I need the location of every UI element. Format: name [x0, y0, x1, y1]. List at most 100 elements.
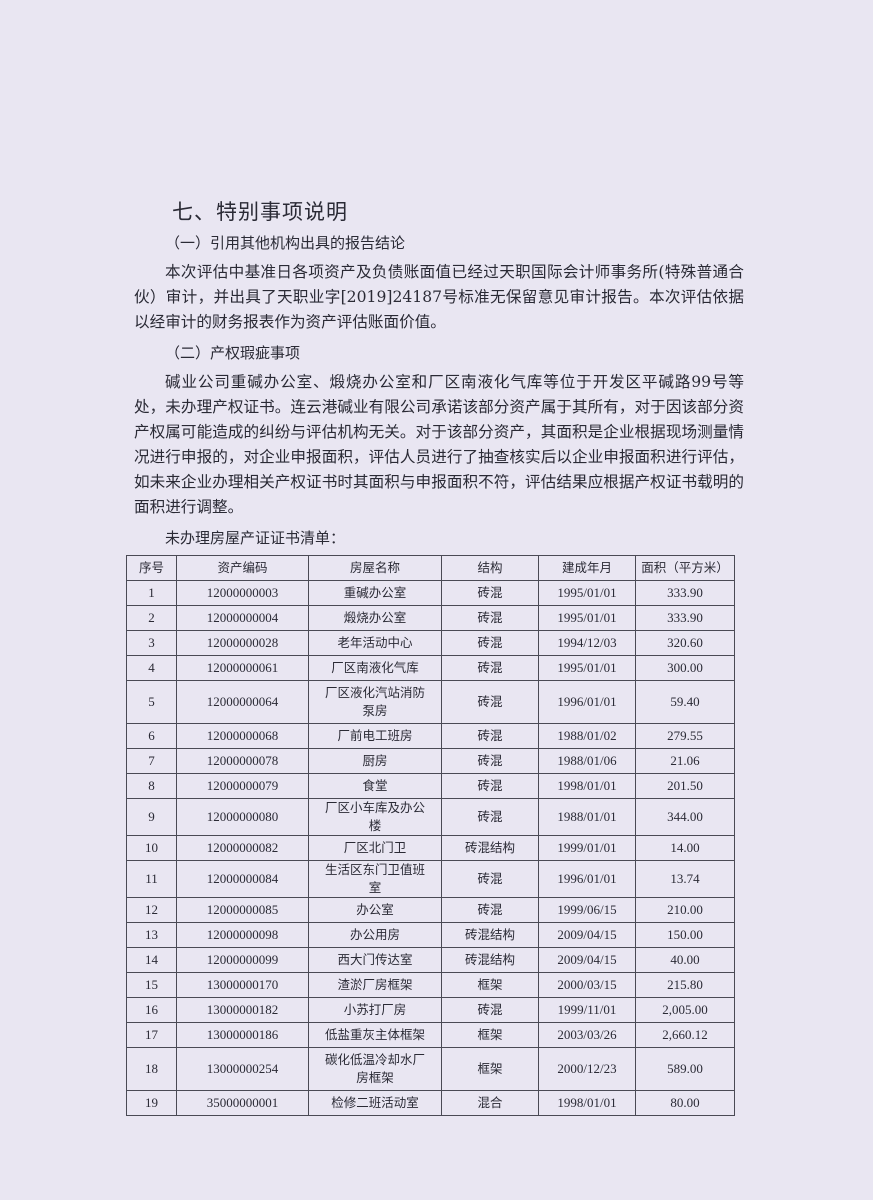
cell-seq: 19 — [126, 1090, 177, 1116]
cell-area: 14.00 — [635, 835, 735, 861]
cell-structure: 砖混 — [441, 860, 539, 898]
cell-building-name: 厂区南液化气库 — [308, 655, 442, 681]
cell-building-name: 厂区小车库及办公楼 — [308, 798, 442, 836]
cell-seq: 2 — [126, 605, 177, 631]
cell-build-date: 1999/06/15 — [538, 897, 636, 923]
cell-building-name: 重碱办公室 — [308, 580, 442, 606]
cell-asset-code: 12000000004 — [176, 605, 309, 631]
cell-seq: 8 — [126, 773, 177, 799]
table-caption: 未办理房屋产证证书清单： — [165, 529, 346, 547]
cell-area: 210.00 — [635, 897, 735, 923]
cell-structure: 砖混 — [441, 655, 539, 681]
cell-seq: 13 — [126, 922, 177, 948]
cell-asset-code: 12000000028 — [176, 630, 309, 656]
cell-building-name: 老年活动中心 — [308, 630, 442, 656]
cell-area: 279.55 — [635, 723, 735, 749]
cell-build-date: 1988/01/06 — [538, 748, 636, 774]
cell-seq: 1 — [126, 580, 177, 606]
cell-build-date: 1988/01/01 — [538, 798, 636, 836]
cell-building-name: 厂区液化汽站消防泵房 — [308, 680, 442, 724]
cell-build-date: 1999/01/01 — [538, 835, 636, 861]
cell-structure: 砖混结构 — [441, 947, 539, 973]
cell-seq: 7 — [126, 748, 177, 774]
cell-building-name: 厨房 — [308, 748, 442, 774]
table-row: 7 12000000078 厨房 砖混 1988/01/06 21.06 — [126, 748, 735, 774]
cell-structure: 砖混 — [441, 580, 539, 606]
table-row: 17 13000000186 低盐重灰主体框架 框架 2003/03/26 2,660.1… — [126, 1022, 735, 1048]
header-col-building-name: 房屋名称 — [308, 555, 442, 581]
header-col-asset-code: 资产编码 — [176, 555, 309, 581]
cell-structure: 砖混 — [441, 605, 539, 631]
subsection-2-title: （二）产权瑕疵事项 — [165, 344, 301, 362]
cell-structure: 砖混 — [441, 748, 539, 774]
cell-build-date: 2009/04/15 — [538, 947, 636, 973]
cell-asset-code: 13000000186 — [176, 1022, 309, 1048]
table-row: 11 12000000084 生活区东门卫值班室 砖混 1996/01/01 13.74 — [126, 860, 735, 898]
table-row: 3 12000000028 老年活动中心 砖混 1994/12/03 320.60 — [126, 630, 735, 656]
cell-asset-code: 13000000182 — [176, 997, 309, 1023]
cell-area: 320.60 — [635, 630, 735, 656]
cell-area: 589.00 — [635, 1047, 735, 1091]
table-row: 15 13000000170 渣淤厂房框架 框架 2000/03/15 215.80 — [126, 972, 735, 998]
cell-structure: 框架 — [441, 972, 539, 998]
table-row: 14 12000000099 西大门传达室 砖混结构 2009/04/15 40.00 — [126, 947, 735, 973]
unlicensed-buildings-table: 序号 资产编码 房屋名称 结构 建成年月 面积（平方米） 1 12000000003 重碱办公… — [126, 555, 735, 1116]
cell-build-date: 2009/04/15 — [538, 922, 636, 948]
cell-seq: 4 — [126, 655, 177, 681]
cell-area: 300.00 — [635, 655, 735, 681]
cell-asset-code: 12000000068 — [176, 723, 309, 749]
cell-asset-code: 12000000080 — [176, 798, 309, 836]
cell-build-date: 1995/01/01 — [538, 580, 636, 606]
cell-area: 2,660.12 — [635, 1022, 735, 1048]
cell-seq: 11 — [126, 860, 177, 898]
cell-seq: 10 — [126, 835, 177, 861]
subsection-2-paragraph: 碱业公司重碱办公室、煅烧办公室和厂区南液化气库等位于开发区平碱路99号等处，未办… — [134, 373, 744, 516]
subsection-1-paragraph: 本次评估中基准日各项资产及负债账面值已经过天职国际会计师事务所(特殊普通合伙）审… — [134, 263, 744, 331]
cell-seq: 18 — [126, 1047, 177, 1091]
cell-area: 333.90 — [635, 605, 735, 631]
header-col-seq: 序号 — [126, 555, 177, 581]
cell-structure: 混合 — [441, 1090, 539, 1116]
header-col-structure: 结构 — [441, 555, 539, 581]
cell-asset-code: 12000000082 — [176, 835, 309, 861]
cell-area: 21.06 — [635, 748, 735, 774]
cell-seq: 15 — [126, 972, 177, 998]
cell-seq: 5 — [126, 680, 177, 724]
cell-structure: 砖混 — [441, 773, 539, 799]
cell-build-date: 1996/01/01 — [538, 860, 636, 898]
cell-building-name: 煅烧办公室 — [308, 605, 442, 631]
cell-structure: 砖混 — [441, 798, 539, 836]
cell-seq: 17 — [126, 1022, 177, 1048]
cell-seq: 9 — [126, 798, 177, 836]
cell-asset-code: 12000000064 — [176, 680, 309, 724]
table-row: 10 12000000082 厂区北门卫 砖混结构 1999/01/01 14.00 — [126, 835, 735, 861]
cell-asset-code: 12000000079 — [176, 773, 309, 799]
header-col-area: 面积（平方米） — [635, 555, 735, 581]
table-row: 18 13000000254 碳化低温冷却水厂房框架 框架 2000/12/23 589.… — [126, 1047, 735, 1091]
cell-structure: 砖混 — [441, 723, 539, 749]
cell-structure: 砖混结构 — [441, 922, 539, 948]
section-title: 七、特别事项说明 — [172, 200, 348, 224]
cell-building-name: 生活区东门卫值班室 — [308, 860, 442, 898]
cell-structure: 砖混 — [441, 630, 539, 656]
cell-seq: 3 — [126, 630, 177, 656]
cell-build-date: 1994/12/03 — [538, 630, 636, 656]
table-row: 13 12000000098 办公用房 砖混结构 2009/04/15 150.00 — [126, 922, 735, 948]
cell-asset-code: 12000000099 — [176, 947, 309, 973]
cell-structure: 砖混结构 — [441, 835, 539, 861]
cell-build-date: 1999/11/01 — [538, 997, 636, 1023]
cell-build-date: 2000/03/15 — [538, 972, 636, 998]
table-row: 1 12000000003 重碱办公室 砖混 1995/01/01 333.90 — [126, 580, 735, 606]
cell-structure: 框架 — [441, 1047, 539, 1091]
cell-seq: 14 — [126, 947, 177, 973]
cell-asset-code: 13000000254 — [176, 1047, 309, 1091]
cell-area: 40.00 — [635, 947, 735, 973]
cell-building-name: 渣淤厂房框架 — [308, 972, 442, 998]
table-row: 8 12000000079 食堂 砖混 1998/01/01 201.50 — [126, 773, 735, 799]
cell-building-name: 小苏打厂房 — [308, 997, 442, 1023]
cell-area: 150.00 — [635, 922, 735, 948]
cell-area: 201.50 — [635, 773, 735, 799]
cell-asset-code: 12000000085 — [176, 897, 309, 923]
cell-building-name: 食堂 — [308, 773, 442, 799]
cell-build-date: 1988/01/02 — [538, 723, 636, 749]
